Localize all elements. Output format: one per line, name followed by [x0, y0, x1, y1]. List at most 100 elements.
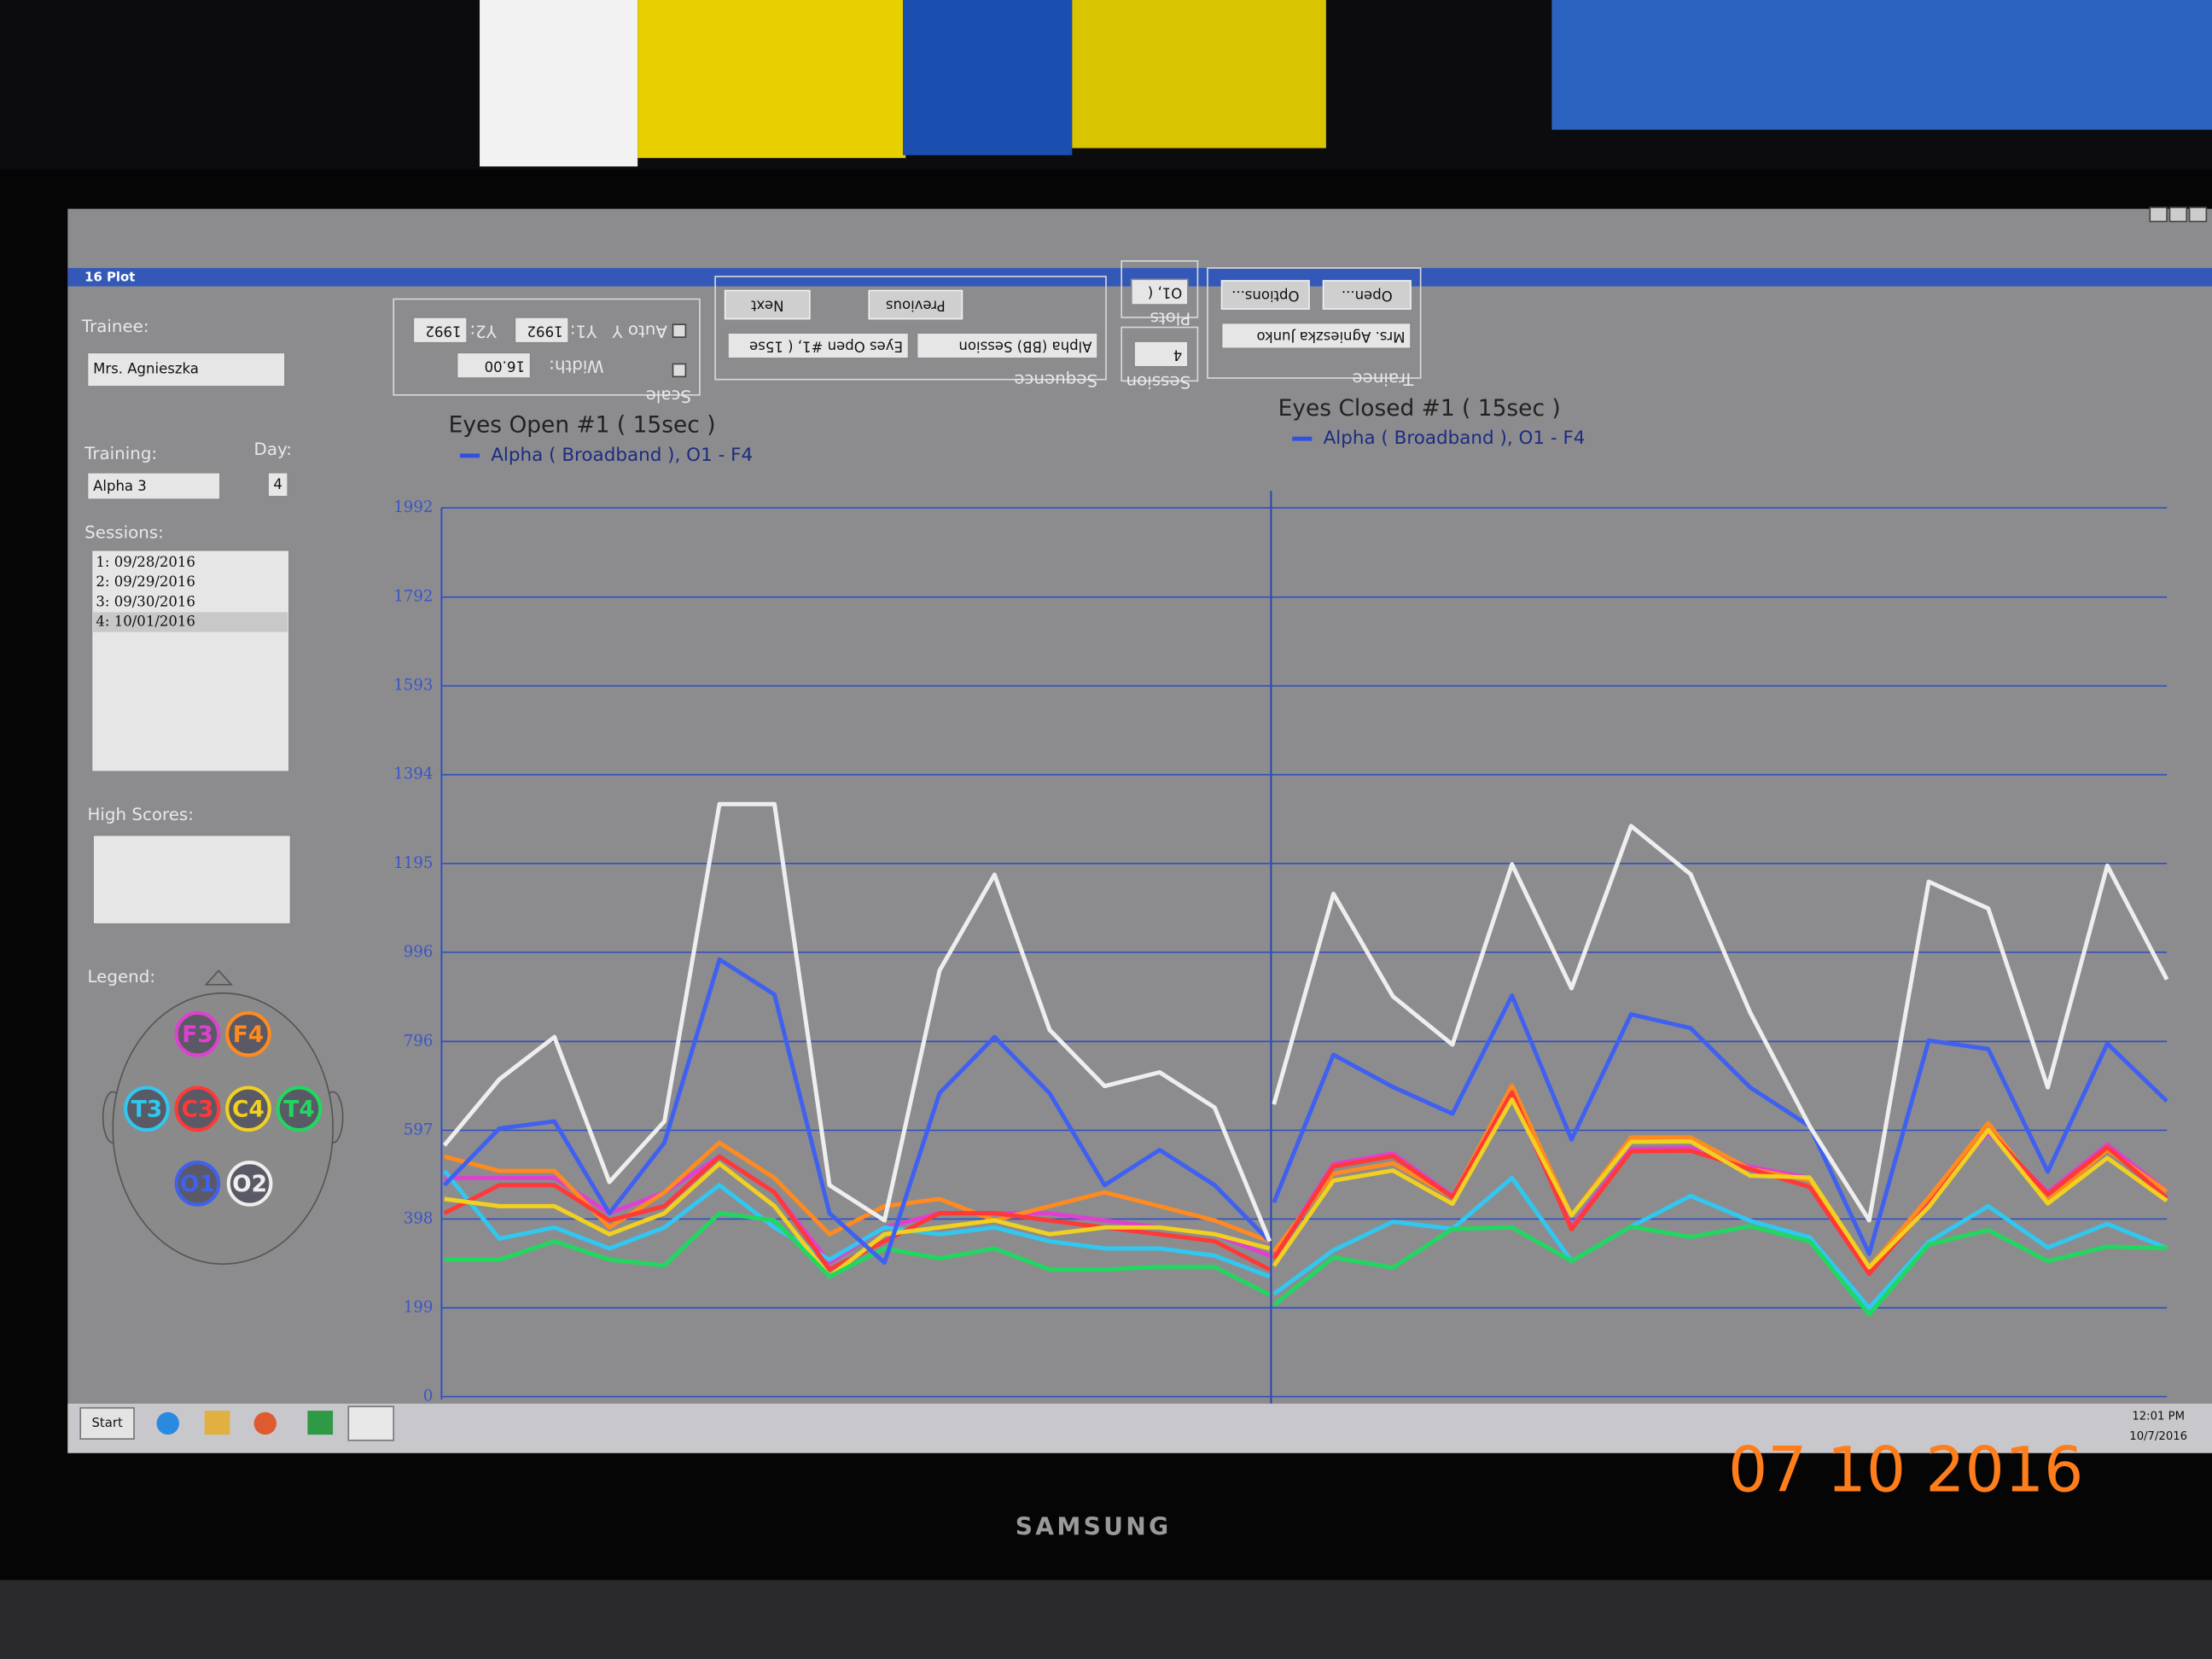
yellow-wall — [1072, 0, 1326, 148]
trainee-field[interactable] — [86, 352, 286, 387]
label: Trainee: — [81, 317, 149, 336]
series-line — [1272, 993, 2168, 1256]
button-label: Options... — [1231, 288, 1299, 304]
button-label: Open... — [1342, 288, 1393, 304]
y1-field[interactable] — [514, 317, 570, 344]
session-item: 1: 09/28/2016 — [96, 554, 195, 570]
high-scores-box — [92, 834, 292, 925]
label: Y1: — [570, 321, 597, 341]
legend-entry: T3 — [131, 1096, 162, 1122]
previous-button[interactable] — [868, 289, 963, 320]
photo-date-stamp: 07 10 2016 — [1728, 1434, 2083, 1506]
y-tick-label: 996 — [404, 943, 434, 961]
electrode-marker — [174, 1086, 221, 1132]
y2-field[interactable] — [412, 317, 468, 344]
legend-entry: C3 — [182, 1096, 214, 1122]
browser-icon[interactable] — [156, 1412, 179, 1435]
frame-label: Plots — [1150, 308, 1190, 328]
next-button[interactable] — [724, 289, 811, 320]
plots-group: Plots O1, ( — [1121, 259, 1199, 328]
step-dropdown[interactable] — [727, 332, 910, 359]
window-title: 16 Plot — [84, 270, 135, 285]
y-tick-label: 796 — [404, 1032, 434, 1050]
plot-task-button[interactable] — [347, 1406, 395, 1441]
y1-value: 1992 — [527, 323, 563, 339]
label: High Scores: — [87, 805, 193, 824]
title-bar — [67, 268, 2212, 287]
y-tick-label: 1394 — [393, 765, 433, 783]
electrode-marker — [225, 1010, 271, 1057]
y-tick-label: 597 — [404, 1121, 434, 1138]
start-button[interactable] — [79, 1406, 135, 1440]
y2-value: 1992 — [426, 323, 462, 339]
legend-entry: F3 — [182, 1022, 212, 1048]
yellow-wall — [637, 0, 906, 159]
label: Day: — [254, 439, 292, 459]
series-line — [442, 957, 1272, 1266]
day-field[interactable] — [267, 471, 289, 498]
label: Training: — [84, 444, 157, 463]
start-label: Start — [91, 1415, 122, 1430]
options-button[interactable] — [1220, 280, 1310, 310]
scale-group: Scale Width: 16.00 Auto Y Y1: 1992 Y2: 1… — [393, 298, 701, 405]
trainee-value: Mrs. Agnieszka — [93, 361, 199, 377]
minimize-button[interactable] — [2149, 207, 2168, 223]
plots-dropdown[interactable] — [1130, 278, 1189, 306]
frame — [1121, 259, 1199, 318]
frame-label: Session — [1126, 372, 1191, 392]
sessions-list[interactable] — [90, 549, 290, 773]
y-tick-label: 1792 — [393, 588, 433, 606]
series-line — [1272, 1097, 2168, 1270]
y-tick-label: 398 — [404, 1209, 434, 1227]
session-dropdown[interactable] — [1133, 341, 1189, 368]
legend-entry: T4 — [283, 1096, 314, 1122]
selected-row — [93, 612, 288, 632]
session-type-dropdown[interactable] — [916, 332, 1098, 359]
electrode-marker — [174, 1161, 221, 1207]
trainee-panel: Trainee: Mrs. Agnieszka Training: Day: A… — [81, 317, 344, 1265]
monitor-brand: SAMSUNG — [1016, 1512, 1172, 1540]
label: Auto Y — [612, 321, 667, 341]
series-line — [1272, 824, 2169, 1223]
maximize-button[interactable] — [2168, 207, 2188, 223]
session-item: 2: 09/29/2016 — [96, 573, 195, 590]
clock-date: 10/7/2016 — [2129, 1430, 2187, 1443]
button-label: Previous — [886, 298, 946, 314]
open-button[interactable] — [1322, 280, 1412, 310]
label: Y2: — [469, 321, 497, 341]
series-line — [1272, 1175, 2168, 1311]
taskbar — [67, 1403, 2212, 1453]
blue-wall — [1551, 0, 2212, 131]
y-tick-label: 0 — [423, 1388, 434, 1406]
trainee-dropdown[interactable] — [1220, 322, 1412, 350]
head-nose — [204, 969, 233, 986]
y-tick-label: 199 — [404, 1298, 434, 1316]
electrode-marker — [225, 1086, 271, 1132]
series-line — [444, 1161, 1271, 1279]
auto-y-checkbox[interactable] — [672, 323, 687, 338]
label: Width: — [549, 357, 603, 376]
excel-icon[interactable] — [307, 1411, 334, 1435]
frame-label: Sequence — [1014, 370, 1097, 390]
media-icon[interactable] — [253, 1412, 276, 1435]
legend-entry: O2 — [232, 1171, 267, 1197]
electrode-marker — [174, 1010, 221, 1057]
frame-label: Scale — [646, 386, 691, 405]
legend-entry: F4 — [233, 1022, 264, 1048]
y-tick-label: 1195 — [393, 854, 433, 872]
chart-subtitle: Alpha ( Broadband ), O1 - F4 — [491, 445, 753, 466]
frame — [1207, 267, 1422, 379]
checkbox[interactable] — [672, 363, 687, 378]
chart-subtitle: Alpha ( Broadband ), O1 - F4 — [1324, 428, 1586, 449]
training-field[interactable] — [86, 471, 221, 501]
session-group: Session 4 — [1121, 326, 1199, 392]
width-field[interactable] — [456, 352, 532, 379]
frame — [393, 298, 701, 396]
close-button[interactable] — [2188, 207, 2208, 223]
electrode-marker — [226, 1161, 273, 1207]
trainee-group: Trainee Mrs. Agnieszka Junko Open... Opt… — [1207, 267, 1422, 389]
dropdown-value: Alpha (BB) Session — [958, 339, 1091, 355]
frame — [1121, 326, 1199, 382]
folder-icon[interactable] — [204, 1411, 230, 1435]
